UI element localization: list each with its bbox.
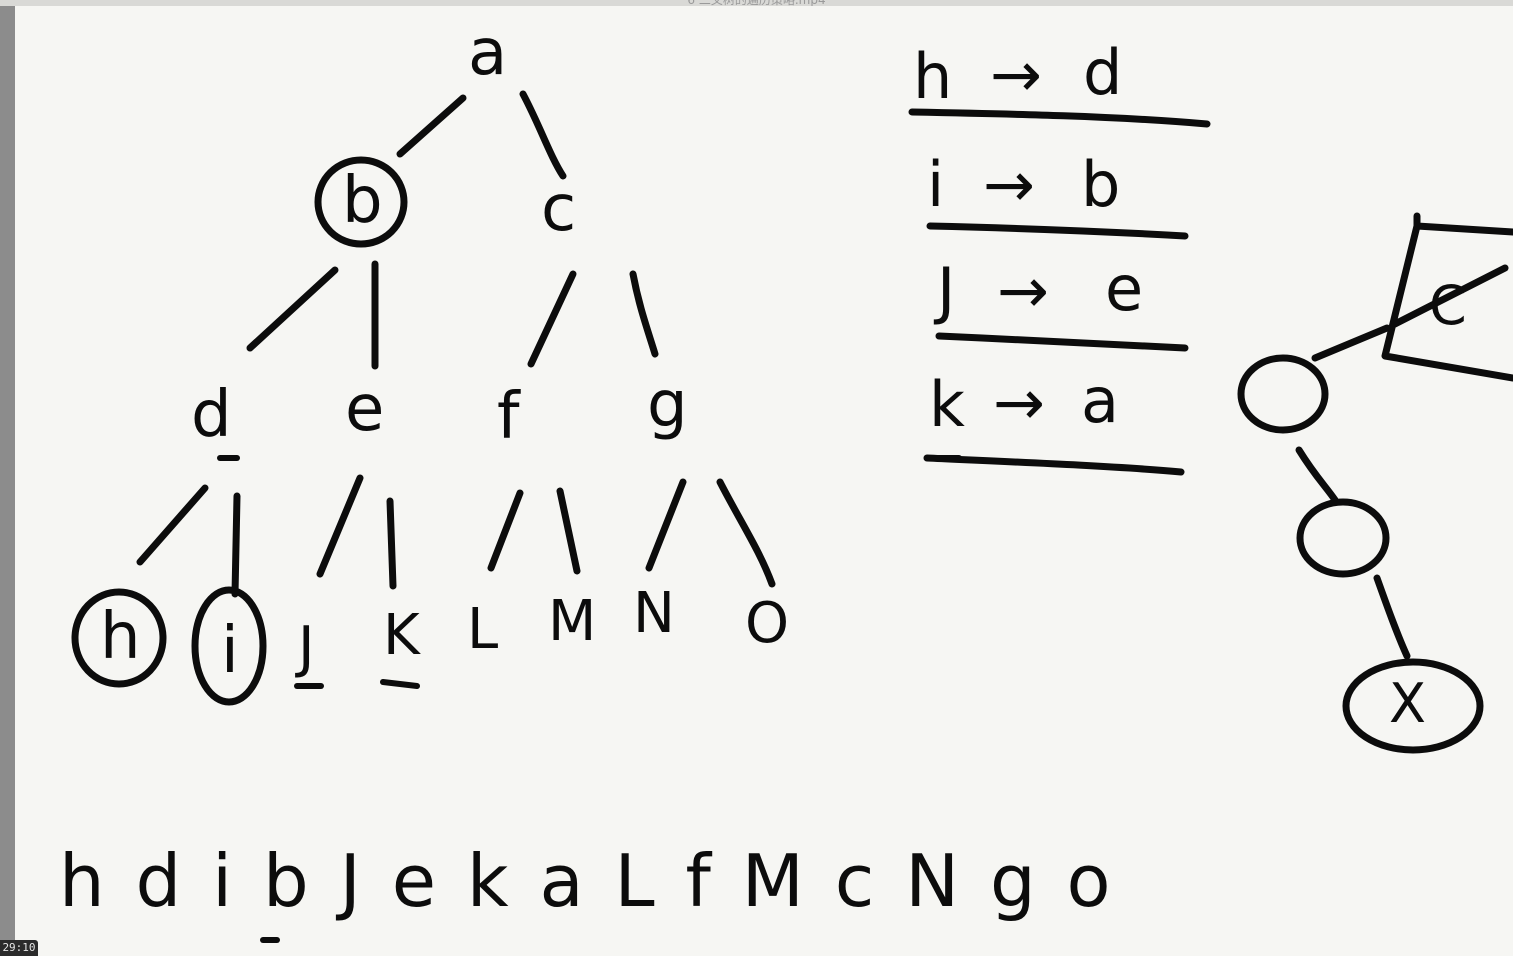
node-o: O	[745, 591, 789, 656]
map-arrow: →	[997, 254, 1049, 327]
node-g: g	[647, 368, 688, 442]
edge-g-o	[716, 478, 776, 588]
edge-e-j	[316, 474, 364, 578]
node-n: N	[633, 581, 675, 646]
edge-g-n	[645, 478, 687, 572]
side-ring-3	[1342, 658, 1484, 754]
map-to: e	[1105, 252, 1143, 325]
whiteboard: a b c d e f g h i J K L M N O h → d i	[15, 6, 1513, 956]
side-edge-2-3	[1373, 574, 1411, 660]
edge-f-l	[487, 489, 524, 572]
map-row: J → e	[933, 252, 1143, 327]
edge-c-g	[629, 270, 659, 358]
video-title: 6 二叉树的遍历策略.mp4	[687, 0, 826, 7]
edge-b-d	[246, 266, 339, 352]
inorder-sequence: h d i b J e k a L f M c N g o	[59, 839, 1115, 923]
map-rule-3	[935, 332, 1189, 352]
map-to: b	[1081, 148, 1120, 221]
map-row: i → b	[927, 148, 1120, 221]
side-leaf-label: X	[1389, 672, 1426, 735]
circle-i	[191, 586, 267, 706]
side-edge-1-2	[1295, 446, 1339, 504]
tree-nodes: a b c d e f g h i J K L M N O	[100, 16, 789, 688]
map-arrow: →	[983, 148, 1035, 221]
map-rule-2	[926, 222, 1189, 240]
side-box	[1381, 212, 1513, 382]
map-rule-4	[923, 454, 1185, 476]
edge-e-k	[386, 497, 397, 590]
circle-h	[71, 588, 167, 688]
map-row: k → a	[929, 364, 1119, 441]
map-from: i	[927, 148, 944, 221]
node-a: a	[468, 16, 507, 90]
map-to: a	[1081, 364, 1119, 437]
edge-a-b	[396, 94, 467, 158]
threading-map: h → d i → b J → e k → a	[908, 36, 1211, 476]
side-box-diag	[1391, 264, 1509, 328]
node-b: b	[342, 164, 383, 238]
node-e: e	[345, 372, 384, 446]
map-to: d	[1083, 36, 1122, 109]
side-edge-box-ring	[1311, 324, 1391, 362]
node-i: i	[221, 614, 239, 688]
edge-d-i	[231, 492, 241, 598]
tree-drawing: a b c d e f g h i J K L M N O h → d i	[59, 16, 1513, 943]
node-h: h	[100, 600, 141, 674]
node-f: f	[497, 380, 521, 454]
node-l: L	[467, 597, 498, 662]
node-m: M	[548, 589, 596, 654]
edge-a-c	[519, 90, 567, 180]
side-box-label: C	[1429, 274, 1467, 337]
map-arrow: →	[993, 366, 1045, 439]
edge-c-f	[527, 270, 577, 368]
video-timestamp: 29:10	[0, 940, 38, 956]
side-ring-1	[1237, 354, 1329, 434]
left-scrollbar[interactable]	[0, 6, 15, 956]
map-from: J	[933, 254, 955, 327]
mark-k	[380, 679, 420, 689]
node-d: d	[191, 378, 232, 452]
edge-f-m	[556, 487, 581, 575]
node-k: K	[383, 603, 421, 668]
node-c: c	[541, 172, 576, 246]
side-diagram: C X	[1237, 212, 1513, 754]
circle-b	[314, 156, 408, 248]
map-rule-1	[908, 108, 1211, 128]
map-from: k	[929, 368, 965, 441]
map-row: h → d	[913, 36, 1122, 113]
map-from: h	[913, 40, 952, 113]
edge-d-h	[136, 484, 209, 566]
side-ring-2	[1296, 498, 1390, 578]
tree-edges	[136, 90, 776, 598]
node-j: J	[295, 615, 315, 680]
map-arrow: →	[990, 38, 1042, 111]
